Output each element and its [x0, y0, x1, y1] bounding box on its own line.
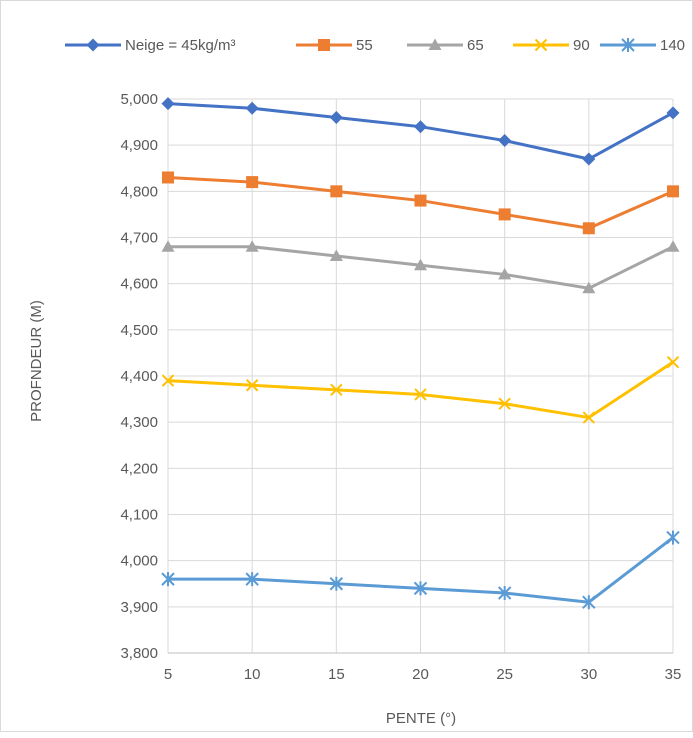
- marker-x: [666, 355, 680, 369]
- marker-square: [414, 194, 427, 207]
- marker-triangle: [245, 240, 259, 252]
- legend-label: Neige = 45kg/m³: [125, 37, 235, 54]
- y-tick-label: 4,600: [120, 276, 158, 293]
- marker-star: [621, 38, 635, 52]
- marker-square: [582, 222, 595, 235]
- marker-x: [245, 379, 259, 392]
- series-0: [161, 97, 680, 166]
- marker-x: [330, 383, 343, 397]
- y-tick-label: 4,700: [120, 230, 158, 247]
- marker-triangle: [498, 267, 512, 280]
- marker-square: [498, 208, 511, 221]
- marker-stroke: [498, 397, 511, 410]
- marker-diamond: [329, 110, 343, 124]
- marker-x: [161, 374, 175, 387]
- marker-stroke: [414, 388, 427, 401]
- series-1: [162, 171, 679, 235]
- x-axis-title: PENTE (°): [386, 710, 456, 727]
- y-tick-label: 4,800: [120, 183, 158, 200]
- marker-diamond: [245, 101, 259, 115]
- marker-star: [497, 585, 512, 600]
- x-tick-label: 15: [328, 666, 345, 683]
- x-tick-label: 35: [665, 666, 682, 683]
- marker-square: [246, 176, 259, 189]
- marker-diamond: [498, 134, 512, 148]
- series-4: [161, 530, 680, 610]
- legend: Neige = 45kg/m³ 55 65 90 140: [65, 37, 685, 54]
- gridlines: [167, 98, 674, 654]
- marker-star: [329, 576, 344, 591]
- marker-stroke: [582, 411, 596, 424]
- x-tick-label: 30: [580, 666, 597, 683]
- marker-x: [414, 388, 427, 401]
- marker-square: [667, 185, 679, 198]
- axes: 3,800 3,900 4,000 4,100 4,200 4,300 4,400 4,500…: [120, 91, 681, 683]
- marker-x: [498, 397, 511, 410]
- y-tick-label: 4,900: [120, 137, 158, 154]
- marker-square: [330, 185, 343, 198]
- marker-diamond: [666, 106, 680, 120]
- marker-stroke: [161, 374, 175, 387]
- legend-label: 65: [467, 37, 484, 54]
- legend-item-0: Neige = 45kg/m³: [65, 37, 235, 54]
- legend-item-3: 90: [513, 37, 590, 54]
- x-tick-label: 20: [412, 666, 429, 683]
- marker-star: [582, 595, 596, 610]
- legend-item-2: 65: [407, 37, 484, 54]
- marker-stroke: [534, 38, 548, 52]
- marker-triangle: [414, 258, 427, 271]
- y-tick-label: 3,800: [120, 645, 158, 662]
- marker-star: [161, 572, 175, 587]
- y-tick-label: 4,400: [120, 368, 158, 385]
- x-tick-label: 25: [496, 666, 513, 683]
- x-tick-label: 5: [164, 666, 172, 683]
- y-tick-label: 5,000: [120, 91, 158, 108]
- marker-triangle: [329, 249, 343, 261]
- marker-x: [534, 38, 548, 52]
- series-lines: [161, 97, 680, 610]
- marker-triangle: [666, 240, 680, 252]
- marker-square: [162, 171, 174, 184]
- y-tick-label: 3,900: [120, 599, 158, 616]
- marker-diamond: [582, 152, 596, 166]
- y-tick-label: 4,300: [120, 414, 158, 431]
- y-axis-title: PROFNDEUR (M): [28, 300, 45, 422]
- series-2: [161, 240, 680, 294]
- marker-stroke: [330, 383, 343, 397]
- y-tick-label: 4,200: [120, 460, 158, 477]
- marker-star: [666, 530, 680, 545]
- marker-star: [245, 572, 259, 587]
- marker-stroke: [245, 379, 259, 392]
- marker-triangle: [582, 281, 596, 294]
- marker-triangle: [428, 38, 442, 50]
- series-3: [161, 355, 680, 424]
- y-tick-label: 4,100: [120, 507, 158, 524]
- marker-diamond: [414, 120, 427, 134]
- x-tick-label: 10: [244, 666, 261, 683]
- y-tick-label: 4,500: [120, 322, 158, 339]
- legend-label: 55: [356, 37, 373, 54]
- marker-triangle: [161, 240, 175, 252]
- marker-square: [318, 39, 330, 51]
- marker-diamond: [86, 38, 100, 52]
- legend-item-1: 55: [296, 37, 373, 54]
- legend-label: 90: [573, 37, 590, 54]
- legend-item-4: 140: [600, 37, 685, 54]
- marker-stroke: [666, 355, 680, 369]
- marker-diamond: [161, 97, 175, 111]
- marker-star: [413, 581, 428, 596]
- y-tick-label: 4,000: [120, 553, 158, 570]
- marker-x: [582, 411, 596, 424]
- legend-label: 140: [660, 37, 685, 54]
